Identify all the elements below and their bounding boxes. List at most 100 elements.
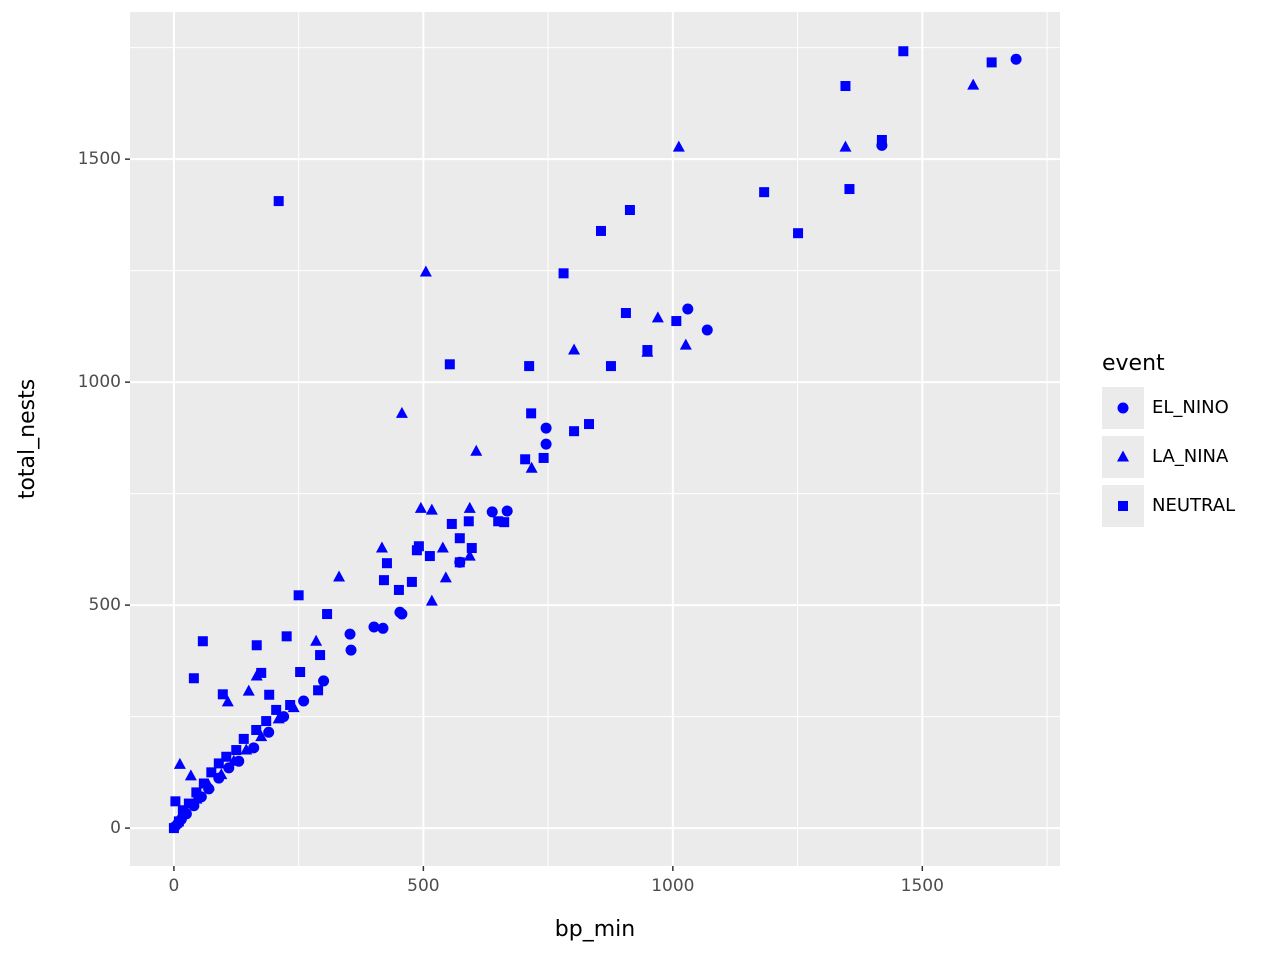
point [525,461,538,473]
point [651,311,664,323]
point [377,622,389,634]
point [177,805,188,816]
point [263,726,275,738]
point [221,751,232,762]
x-tick-label: 1000 [651,876,694,896]
point [273,196,284,207]
y-tick-label: 500 [89,595,121,615]
point [672,140,685,152]
point [368,621,380,633]
point [558,268,569,279]
point [967,78,980,90]
point [393,584,404,595]
point [679,338,692,350]
point [840,81,851,92]
point [642,345,653,356]
x-tick-label: 500 [407,876,439,896]
point [345,644,357,656]
point [876,134,887,145]
point [188,673,199,684]
point [620,308,631,319]
point [198,778,209,789]
legend-symbol [1117,402,1129,414]
point [986,57,997,68]
point [538,452,549,463]
point [595,225,606,236]
point [499,517,510,528]
y-tick-label: 1000 [78,372,121,392]
point [217,689,228,700]
point [315,650,326,661]
point [584,419,595,430]
point [313,685,324,696]
point [227,754,240,766]
point [183,798,194,809]
point [520,454,531,465]
point [261,716,272,727]
point [526,408,537,419]
point [197,636,208,647]
point [411,545,422,556]
point [540,422,552,434]
point [671,316,682,327]
point [898,46,909,57]
point [191,787,202,798]
point [568,343,581,355]
point [295,667,306,678]
point [425,594,438,606]
point [310,634,323,646]
y-tick-label: 1500 [78,149,121,169]
point [1010,53,1022,65]
point [272,712,285,724]
point [419,265,432,277]
point [318,675,330,687]
point [251,724,262,735]
panel [130,12,1060,866]
legend-symbol [1118,501,1128,511]
y-tick-label: 0 [110,818,121,838]
point [605,361,616,372]
point [285,700,296,711]
x-tick-label: 0 [168,876,179,896]
point [206,767,217,778]
point [173,816,184,827]
point [493,516,504,527]
point [414,501,427,513]
point [569,426,580,437]
legend-symbol [1117,450,1129,462]
point [242,684,255,696]
point [215,768,228,780]
point [446,518,457,529]
point [322,609,333,620]
point [463,549,476,561]
point [281,631,292,642]
point [264,689,275,700]
legend-label: NEUTRAL [1152,495,1235,516]
point [486,506,498,518]
point [624,205,635,216]
point [255,730,268,742]
point [271,704,282,715]
point [248,742,260,754]
point [344,628,356,640]
point [333,570,346,582]
point [378,575,389,586]
point [221,695,234,707]
point [524,361,535,372]
point [463,516,474,527]
legend-title: event [1102,351,1165,376]
point [436,541,449,553]
point [170,796,181,807]
point [793,228,804,239]
point [406,576,417,587]
legend-label: EL_NINO [1152,397,1229,418]
point [844,184,855,195]
point [168,823,179,834]
point [463,501,476,513]
point [298,695,310,707]
y-axis-title: total_nests [15,379,40,499]
point [501,505,513,517]
point [251,640,262,651]
point [293,590,304,601]
